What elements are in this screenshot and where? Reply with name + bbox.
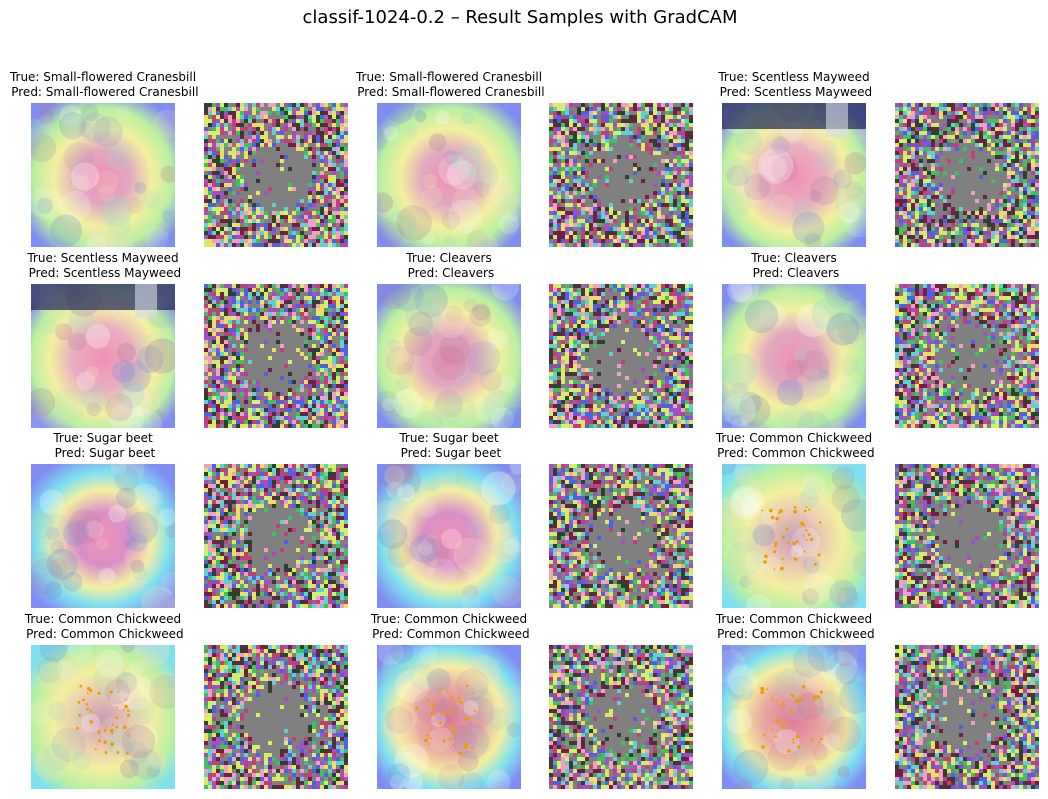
true-label: True: Common Chickweed [24, 612, 182, 626]
pred-label: Pred: Sugar beet [396, 446, 502, 460]
gradcam-tile [722, 464, 866, 608]
gradcam-overlay-image [722, 464, 866, 608]
saliency-tile [204, 103, 348, 247]
gradcam-overlay-image [722, 284, 866, 428]
saliency-tile [549, 464, 693, 608]
gradcam-overlay-image [377, 284, 521, 428]
gradcam-overlay-image [31, 103, 175, 247]
saliency-tile [204, 464, 348, 608]
gradient-saliency-image [549, 284, 693, 428]
gradcam-tile [377, 464, 521, 608]
gradient-saliency-image [204, 464, 348, 608]
gradient-saliency-image [895, 464, 1039, 608]
pred-label: Pred: Small-flowered Cranesbill [7, 85, 199, 99]
sample-caption: True: Common Chickweed Pred: Common Chic… [664, 431, 924, 461]
sample-caption: True: Common Chickweed Pred: Common Chic… [0, 612, 233, 642]
gradient-saliency-image [204, 284, 348, 428]
gradcam-tile [722, 284, 866, 428]
gradcam-tile [31, 645, 175, 789]
true-label: True: Common Chickweed [715, 612, 873, 626]
gradient-saliency-image [895, 103, 1039, 247]
sample-caption: True: Common Chickweed Pred: Common Chic… [319, 612, 579, 642]
saliency-tile [895, 103, 1039, 247]
true-label: True: Sugar beet [399, 431, 499, 445]
gradcam-overlay-image [31, 284, 175, 428]
gradient-saliency-image [549, 103, 693, 247]
pred-label: Pred: Scentless Mayweed [715, 85, 873, 99]
gradient-saliency-image [204, 645, 348, 789]
saliency-tile [549, 284, 693, 428]
pred-label: Pred: Common Chickweed [713, 446, 875, 460]
pred-label: Pred: Small-flowered Cranesbill [353, 85, 545, 99]
pred-label: Pred: Common Chickweed [22, 627, 184, 641]
sample-caption: True: Scentless Mayweed Pred: Scentless … [664, 70, 924, 100]
saliency-tile [204, 645, 348, 789]
true-label: True: Scentless Mayweed [718, 70, 870, 84]
sample-caption: True: Sugar beet Pred: Sugar beet [0, 431, 233, 461]
sample-caption: True: Scentless Mayweed Pred: Scentless … [0, 251, 233, 281]
pred-label: Pred: Scentless Mayweed [24, 266, 182, 280]
gradcam-tile [377, 103, 521, 247]
gradcam-overlay-image [722, 645, 866, 789]
sample-caption: True: Cleavers Pred: Cleavers [664, 251, 924, 281]
gradcam-overlay-image [377, 645, 521, 789]
gradcam-tile [377, 284, 521, 428]
pred-label: Pred: Common Chickweed [368, 627, 530, 641]
gradient-saliency-image [549, 464, 693, 608]
figure-title: classif-1024-0.2 – Result Samples with G… [302, 7, 738, 28]
gradcam-tile [31, 103, 175, 247]
pred-label: Pred: Sugar beet [50, 446, 156, 460]
gradcam-tile [31, 464, 175, 608]
saliency-tile [204, 284, 348, 428]
true-label: True: Scentless Mayweed [27, 251, 179, 265]
gradcam-tile [31, 284, 175, 428]
sample-caption: True: Small-flowered Cranesbill Pred: Sm… [319, 70, 579, 100]
gradient-saliency-image [895, 645, 1039, 789]
true-label: True: Common Chickweed [370, 612, 528, 626]
saliency-tile [549, 645, 693, 789]
gradient-saliency-image [549, 645, 693, 789]
sample-caption: True: Common Chickweed Pred: Common Chic… [664, 612, 924, 642]
gradcam-overlay-image [31, 645, 175, 789]
gradcam-overlay-image [377, 103, 521, 247]
true-label: True: Cleavers [751, 251, 837, 265]
true-label: True: Small-flowered Cranesbill [9, 70, 197, 84]
sample-caption: True: Sugar beet Pred: Sugar beet [319, 431, 579, 461]
gradcam-overlay-image [377, 464, 521, 608]
gradcam-tile [722, 645, 866, 789]
true-label: True: Common Chickweed [715, 431, 873, 445]
pred-label: Pred: Common Chickweed [713, 627, 875, 641]
sample-caption: True: Small-flowered Cranesbill Pred: Sm… [0, 70, 233, 100]
gradient-saliency-image [204, 103, 348, 247]
true-label: True: Cleavers [406, 251, 492, 265]
saliency-tile [895, 645, 1039, 789]
pred-label: Pred: Cleavers [748, 266, 840, 280]
saliency-tile [549, 103, 693, 247]
sample-caption: True: Cleavers Pred: Cleavers [319, 251, 579, 281]
true-label: True: Sugar beet [53, 431, 153, 445]
gradcam-overlay-image [722, 103, 866, 247]
saliency-tile [895, 464, 1039, 608]
saliency-tile [895, 284, 1039, 428]
pred-label: Pred: Cleavers [403, 266, 495, 280]
gradcam-tile [722, 103, 866, 247]
true-label: True: Small-flowered Cranesbill [355, 70, 543, 84]
gradcam-tile [377, 645, 521, 789]
gradcam-overlay-image [31, 464, 175, 608]
gradient-saliency-image [895, 284, 1039, 428]
